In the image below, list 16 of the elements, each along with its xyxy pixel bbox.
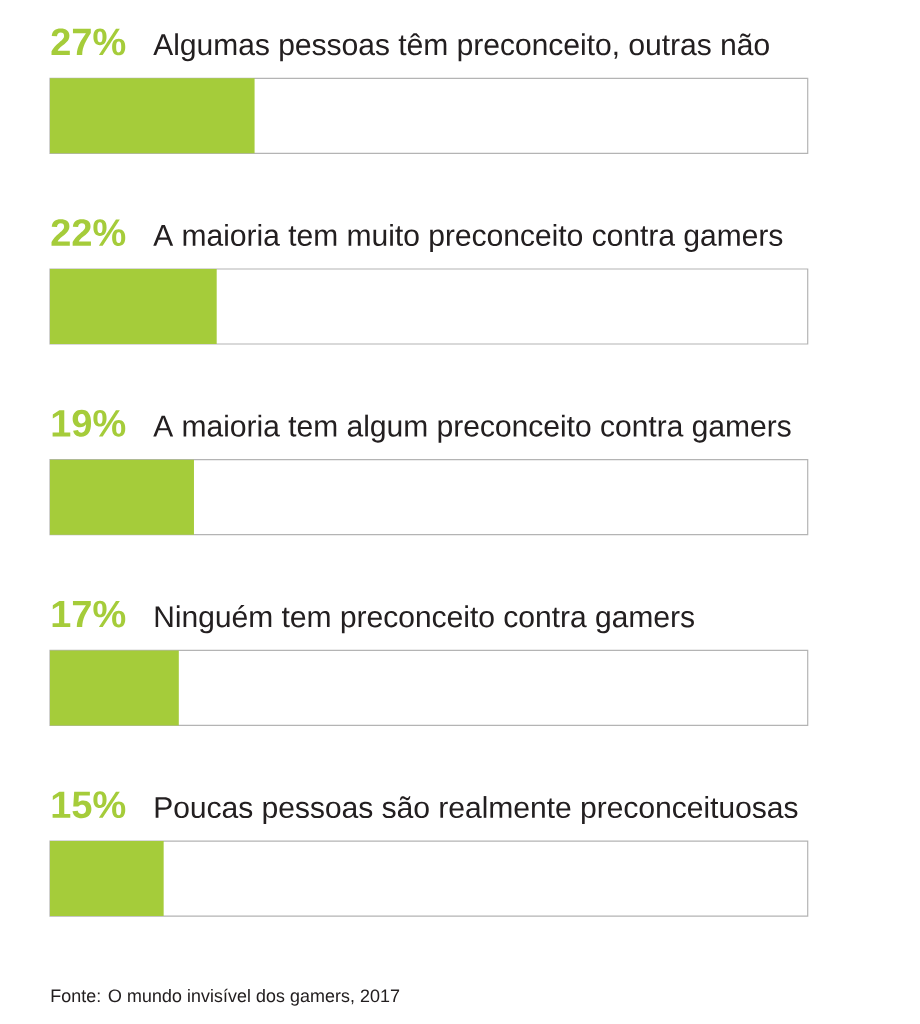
- data-label: 22%: [51, 219, 126, 246]
- y-tick-label: Poucas pessoas são realmente preconceituosas: [155, 796, 798, 825]
- bar: [50, 841, 164, 917]
- y-tick-label: Ninguém tem preconceito contra gamers: [155, 605, 694, 634]
- y-tick-label: A maioria tem muito preconceito contra gamers: [153, 223, 783, 252]
- bar: [50, 459, 194, 535]
- data-label: 17%: [52, 600, 126, 628]
- data-label: 15%: [52, 791, 126, 819]
- source-note: Fonte: O mundo invisível dos gamers, 2017: [51, 988, 400, 1006]
- bar: [50, 78, 255, 154]
- y-tick-label: A maioria tem algum preconceito contra gamers: [153, 414, 791, 443]
- bar: [50, 650, 179, 726]
- data-label: 27%: [51, 28, 126, 56]
- y-tick-label: Algumas pessoas têm preconceito, outras não: [153, 33, 769, 62]
- bar: [50, 269, 217, 344]
- data-label: 19%: [52, 409, 126, 437]
